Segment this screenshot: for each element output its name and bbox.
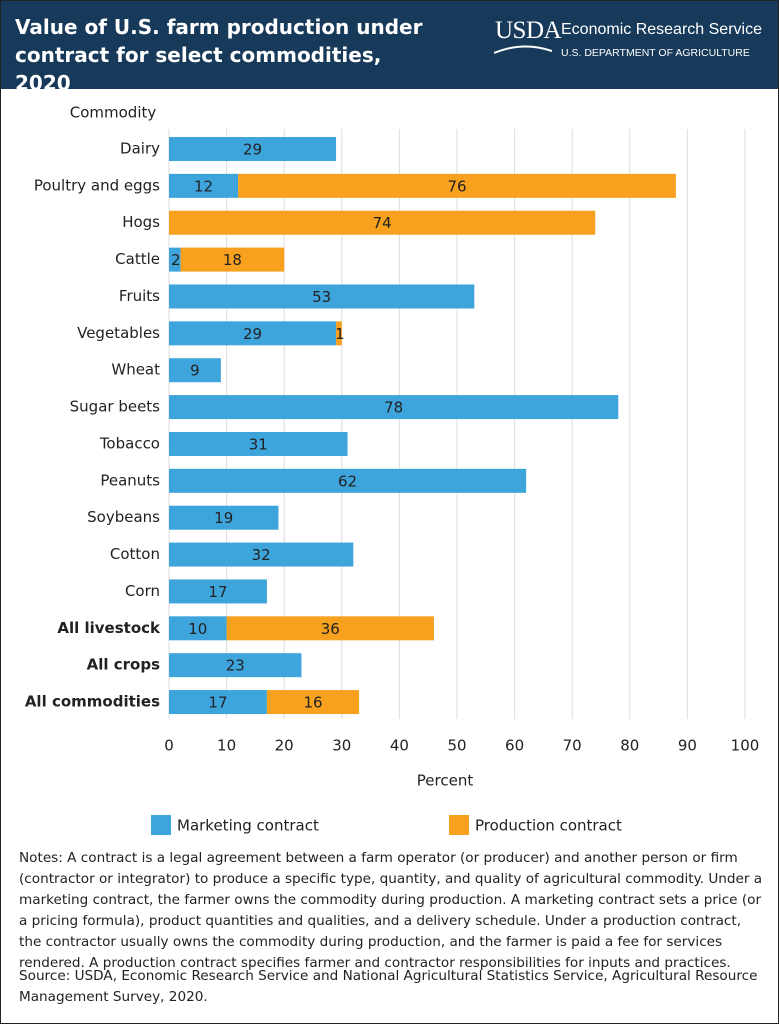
- bar-segment: [169, 505, 279, 530]
- notes: Notes: A contract is a legal agreement b…: [19, 850, 763, 971]
- x-tick-label: 0: [164, 737, 174, 755]
- header: Value of U.S. farm production under cont…: [1, 1, 778, 95]
- bar-segment: [169, 616, 227, 641]
- data-label: 74: [373, 214, 392, 232]
- bar-segment: [169, 358, 221, 383]
- bar-segment: [169, 321, 337, 346]
- bar-segment: [169, 284, 475, 309]
- data-label: 29: [243, 325, 262, 343]
- bar-segment: [169, 247, 181, 272]
- agency-name: Economic Research Service: [561, 21, 762, 38]
- y-tick-label: Cotton: [110, 545, 160, 563]
- legend-label: Marketing contract: [177, 817, 319, 835]
- x-tick-label: 20: [275, 737, 294, 755]
- y-tick-label: Dairy: [120, 140, 160, 158]
- source: Source: USDA, Economic Research Service …: [19, 968, 758, 1005]
- bar-segment: [226, 616, 434, 641]
- logo-swoosh: [494, 45, 552, 54]
- x-tick-label: 30: [332, 737, 351, 755]
- bar-segment: [169, 210, 596, 235]
- data-label: 31: [249, 435, 268, 453]
- y-tick-label: All commodities: [25, 693, 160, 711]
- logo: USDA: [495, 17, 562, 44]
- data-label: 18: [223, 251, 242, 269]
- data-label: 19: [214, 509, 233, 527]
- bar-segment: [169, 431, 348, 456]
- data-label: 29: [243, 141, 262, 159]
- x-tick-label: 60: [505, 737, 524, 755]
- y-tick-label: Hogs: [122, 213, 160, 231]
- chart-title: Value of U.S. farm production under cont…: [15, 15, 423, 95]
- y-tick-label: Corn: [125, 582, 160, 600]
- y-tick-label: Sugar beets: [70, 398, 161, 416]
- bar-segment: [336, 321, 342, 346]
- x-tick-label: 100: [731, 737, 760, 755]
- data-label: 10: [188, 620, 207, 638]
- data-label: 62: [338, 472, 357, 490]
- data-label: 17: [208, 583, 227, 601]
- bar-segment: [169, 690, 267, 715]
- data-label: 1: [335, 325, 345, 343]
- y-tick-label: All crops: [87, 656, 160, 674]
- bar-segment: [180, 247, 285, 272]
- y-axis-label: Commodity: [70, 104, 157, 122]
- bar-segment: [169, 137, 337, 161]
- bar-segment: [238, 173, 676, 198]
- data-label: 78: [384, 399, 403, 417]
- data-label: 23: [226, 657, 245, 675]
- y-tick-label: Fruits: [119, 287, 160, 305]
- legend-swatch: [151, 815, 171, 835]
- y-tick-label: Vegetables: [77, 324, 160, 342]
- data-label: 17: [208, 694, 227, 712]
- x-axis-label: Percent: [417, 772, 474, 790]
- y-tick-label: Peanuts: [100, 471, 160, 489]
- data-label: 16: [303, 694, 322, 712]
- y-tick-label: Poultry and eggs: [34, 176, 160, 194]
- data-label: 36: [321, 620, 340, 638]
- y-tick-label: Cattle: [115, 250, 160, 268]
- bar-segment: [266, 690, 360, 715]
- x-tick-label: 40: [390, 737, 409, 755]
- x-tick-label: 80: [620, 737, 639, 755]
- y-tick-label: Wheat: [111, 361, 160, 379]
- y-tick-label: Soybeans: [87, 508, 160, 526]
- data-label: 32: [252, 546, 271, 564]
- bar-segment: [169, 468, 527, 493]
- data-label: 9: [190, 362, 200, 380]
- legend-swatch: [449, 815, 469, 835]
- x-tick-label: 70: [563, 737, 582, 755]
- department-name: U.S. DEPARTMENT OF AGRICULTURE: [561, 47, 750, 59]
- x-tick-label: 90: [678, 737, 697, 755]
- y-tick-label: Tobacco: [99, 434, 160, 452]
- x-tick-label: 50: [447, 737, 466, 755]
- data-label: 2: [171, 251, 181, 269]
- x-tick-label: 10: [217, 737, 236, 755]
- data-label: 76: [447, 177, 466, 195]
- bar-segment: [169, 653, 302, 678]
- bar-segment: [169, 395, 619, 420]
- chart: 0 10 20 30 40 50 60 70 80 90 100 Commodity Percent Da…: [25, 104, 760, 835]
- bar-segment: [169, 579, 267, 604]
- bar-segment: [169, 173, 239, 198]
- data-label: 12: [194, 177, 213, 195]
- data-label: 53: [312, 288, 331, 306]
- bar-segment: [169, 542, 354, 567]
- y-tick-label: All livestock: [57, 619, 161, 637]
- legend-label: Production contract: [475, 817, 622, 835]
